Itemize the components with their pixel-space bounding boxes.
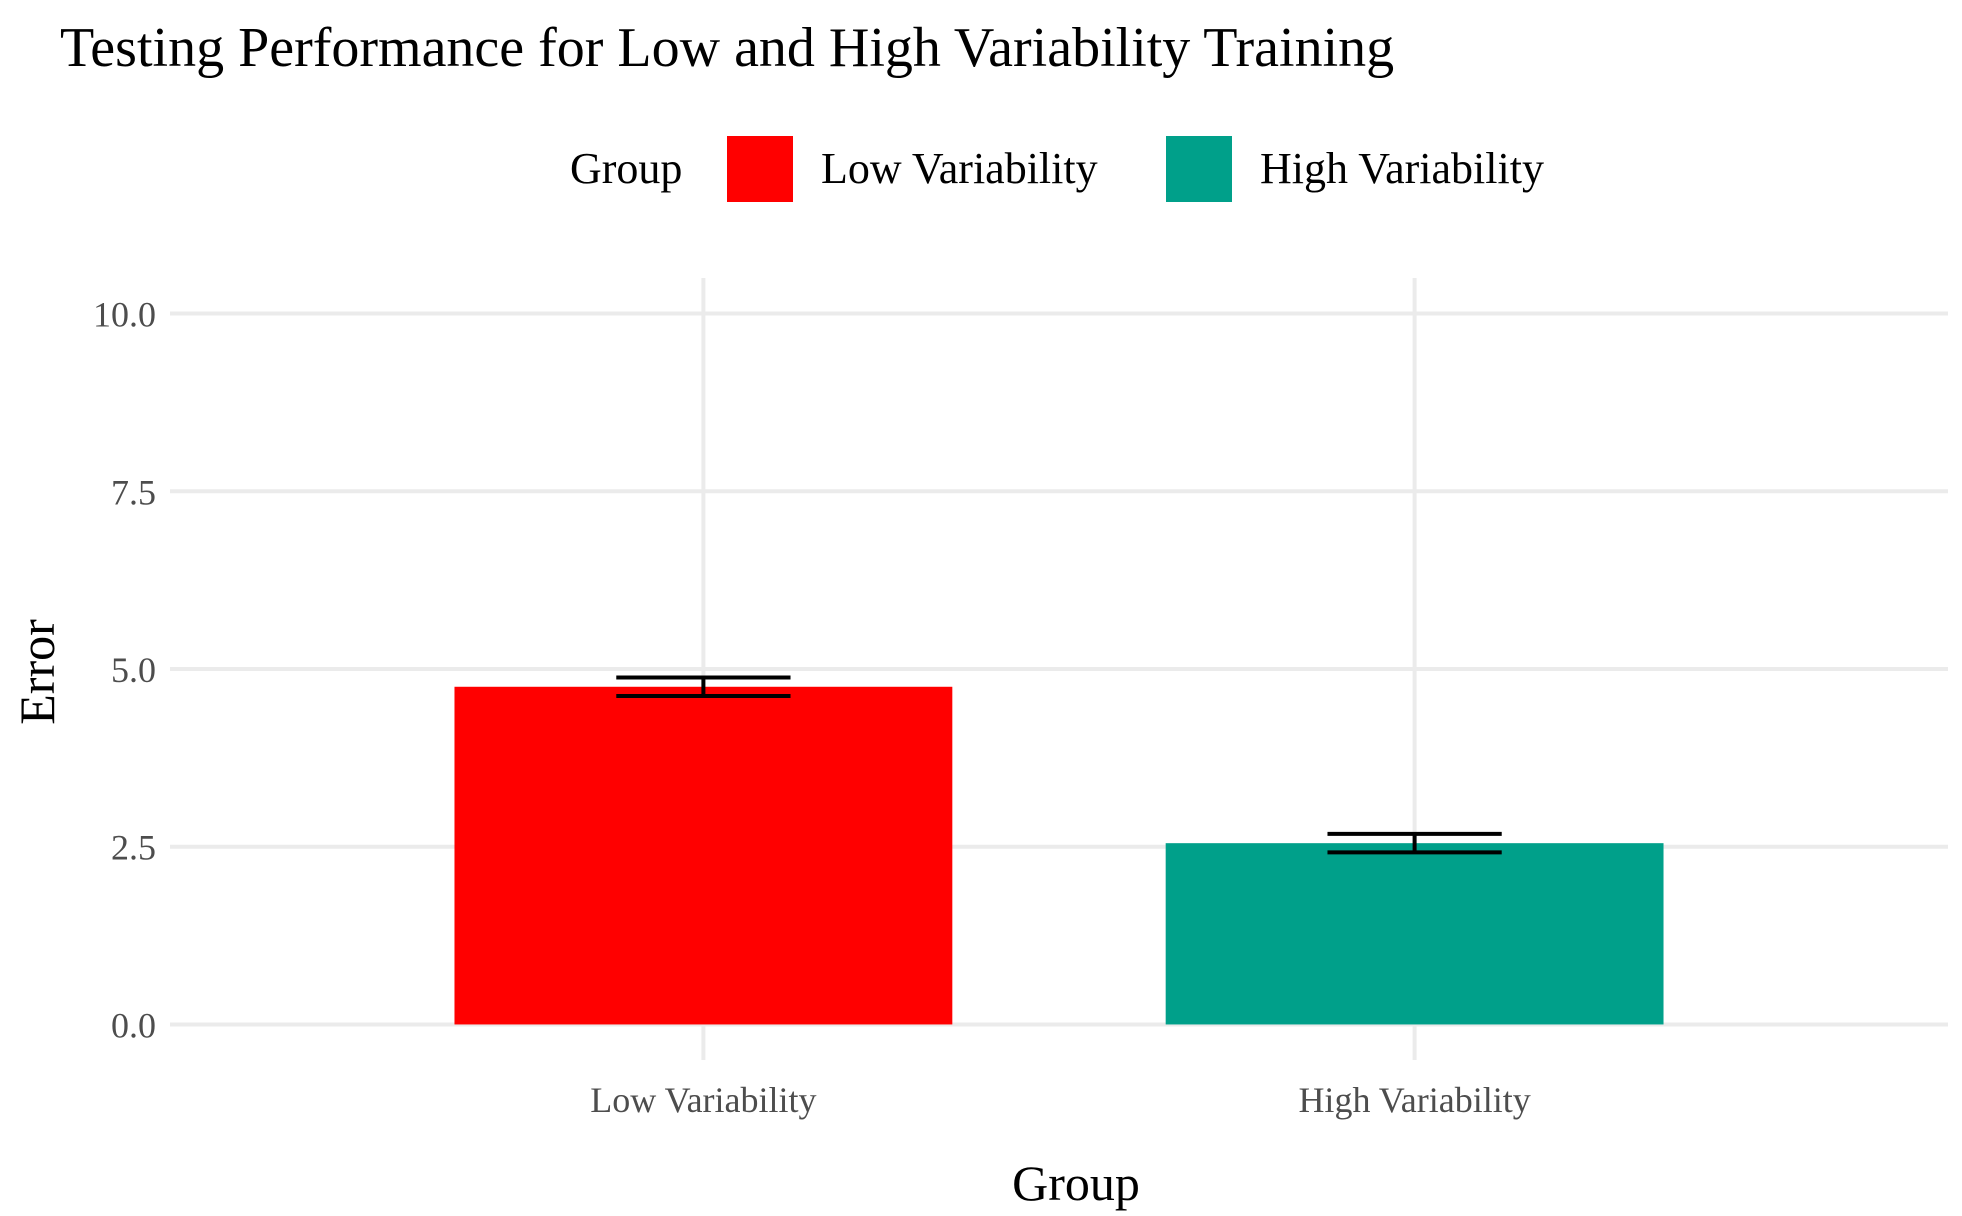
x-axis-ticks: Low Variability High Variability <box>590 1080 1531 1120</box>
error-bar <box>616 675 791 699</box>
y-tick-label: 0.0 <box>111 1005 156 1045</box>
legend-key-high-variability <box>1166 136 1232 202</box>
y-tick-label: 2.5 <box>111 828 156 868</box>
error-bar <box>1327 831 1502 855</box>
legend-title: Group <box>570 144 682 193</box>
bars <box>454 686 1664 1025</box>
x-tick-label: Low Variability <box>590 1080 816 1120</box>
x-tick-label: High Variability <box>1298 1080 1530 1120</box>
grid <box>170 278 1948 1060</box>
bar-low-variability <box>454 686 953 1025</box>
legend-key-low-variability <box>727 136 793 202</box>
legend-label-low-variability: Low Variability <box>821 144 1098 193</box>
chart-title: Testing Performance for Low and High Var… <box>60 17 1394 79</box>
bar-high-variability <box>1165 843 1664 1025</box>
y-tick-label: 7.5 <box>111 472 156 512</box>
legend-label-high-variability: High Variability <box>1260 144 1544 193</box>
y-axis-label: Error <box>9 619 65 725</box>
error-bars <box>616 675 1502 855</box>
legend: Group Low Variability High Variability <box>570 136 1544 202</box>
x-axis-label: Group <box>1012 1155 1140 1211</box>
y-tick-label: 5.0 <box>111 650 156 690</box>
y-tick-label: 10.0 <box>93 295 156 335</box>
y-axis-ticks: 0.0 2.5 5.0 7.5 10.0 <box>93 295 156 1046</box>
